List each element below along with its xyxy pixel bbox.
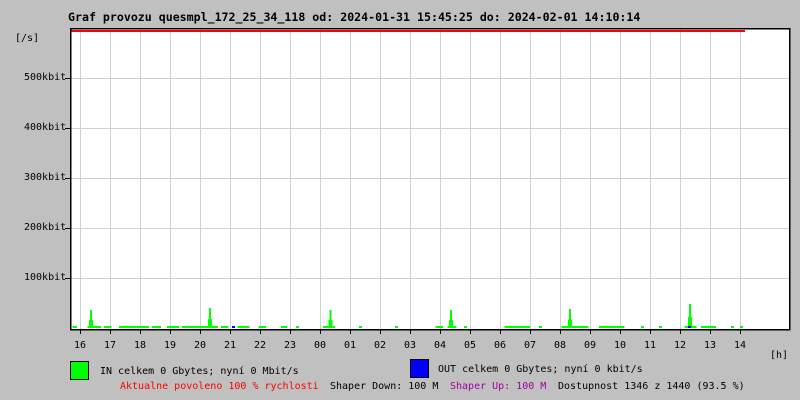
x-axis-label: 11: [643, 340, 657, 351]
x-axis-label: 17: [103, 340, 117, 351]
y-axis-label: 300kbit: [24, 172, 67, 183]
x-axis-label: 03: [403, 340, 417, 351]
y-axis-label: 200kbit: [24, 222, 67, 233]
x-axis-label: 13: [703, 340, 717, 351]
legend-in-swatch: [70, 361, 89, 380]
x-axis-label: 18: [133, 340, 147, 351]
legend-out-label: OUT celkem 0 Gbytes; nyní 0 kbit/s: [438, 364, 643, 375]
x-axis-label: 16: [73, 340, 87, 351]
status-shaper-down: Shaper Down: 100 M: [330, 381, 439, 392]
x-axis-label: 04: [433, 340, 447, 351]
x-axis-label: 23: [283, 340, 297, 351]
x-axis-label: 02: [373, 340, 387, 351]
y-axis-label: 100kbit: [24, 272, 67, 283]
x-axis-label: 06: [493, 340, 507, 351]
x-axis-label: 14: [733, 340, 747, 351]
status-availability: Dostupnost 1346 z 1440 (93.5 %): [558, 381, 745, 392]
status-shaper-up: Shaper Up: 100 M: [450, 381, 547, 392]
status-allowed-speed: Aktualne povoleno 100 % rychlosti: [120, 381, 319, 392]
y-axis-label: 500kbit: [24, 72, 67, 83]
x-axis-label: 20: [193, 340, 207, 351]
y-axis-unit-label: [/s]: [15, 33, 40, 44]
x-axis-label: 21: [223, 340, 237, 351]
x-axis-label: 22: [253, 340, 267, 351]
x-axis-label: 10: [613, 340, 627, 351]
legend-out-swatch: [410, 359, 429, 378]
x-axis-label: 08: [553, 340, 567, 351]
x-axis-label: 01: [343, 340, 357, 351]
x-axis-unit-label: [h]: [770, 350, 789, 361]
x-axis-label: 05: [463, 340, 477, 351]
x-axis-label: 12: [673, 340, 687, 351]
graph-title: Graf provozu quesmpl_172_25_34_118 od: 2…: [68, 10, 641, 24]
legend-in-label: IN celkem 0 Gbytes; nyní 0 Mbit/s: [100, 366, 299, 377]
x-axis-label: 09: [583, 340, 597, 351]
y-axis-label: 400kbit: [24, 122, 67, 133]
x-axis-label: 19: [163, 340, 177, 351]
x-axis-label: 07: [523, 340, 537, 351]
x-axis-label: 00: [313, 340, 327, 351]
